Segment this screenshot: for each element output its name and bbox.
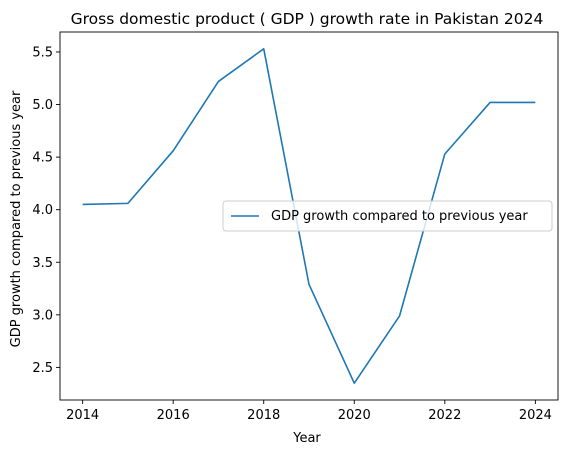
legend-entry-label: GDP growth compared to previous year: [271, 209, 528, 224]
x-tick-label: 2018: [247, 408, 280, 423]
y-tick-label: 3.0: [32, 308, 53, 323]
y-tick-label: 5.5: [32, 45, 53, 60]
y-tick-label: 4.0: [32, 203, 53, 218]
x-tick-label: 2014: [66, 408, 99, 423]
y-tick-label: 3.5: [32, 256, 53, 271]
x-axis-label: Year: [292, 431, 321, 446]
x-tick-label: 2022: [428, 408, 461, 423]
y-tick-label: 4.5: [32, 151, 53, 166]
plot-area: 2014 2016 2018 2020 2022 2024 2.5 3.0 3.5 4.0 4.5 5…: [32, 31, 559, 423]
x-tick-label: 2020: [338, 408, 371, 423]
y-axis-label: GDP growth compared to previous year: [9, 90, 24, 347]
legend: GDP growth compared to previous year: [222, 200, 553, 232]
chart-title: Gross domestic product ( GDP ) growth ra…: [71, 10, 544, 28]
legend-box: [222, 200, 553, 232]
x-tick-label: 2016: [157, 408, 190, 423]
x-tick-label: 2024: [519, 408, 552, 423]
y-tick-label: 2.5: [32, 361, 53, 376]
y-tick-label: 5.0: [32, 98, 53, 113]
series-line: [82, 48, 536, 384]
plot-frame: [59, 31, 559, 401]
